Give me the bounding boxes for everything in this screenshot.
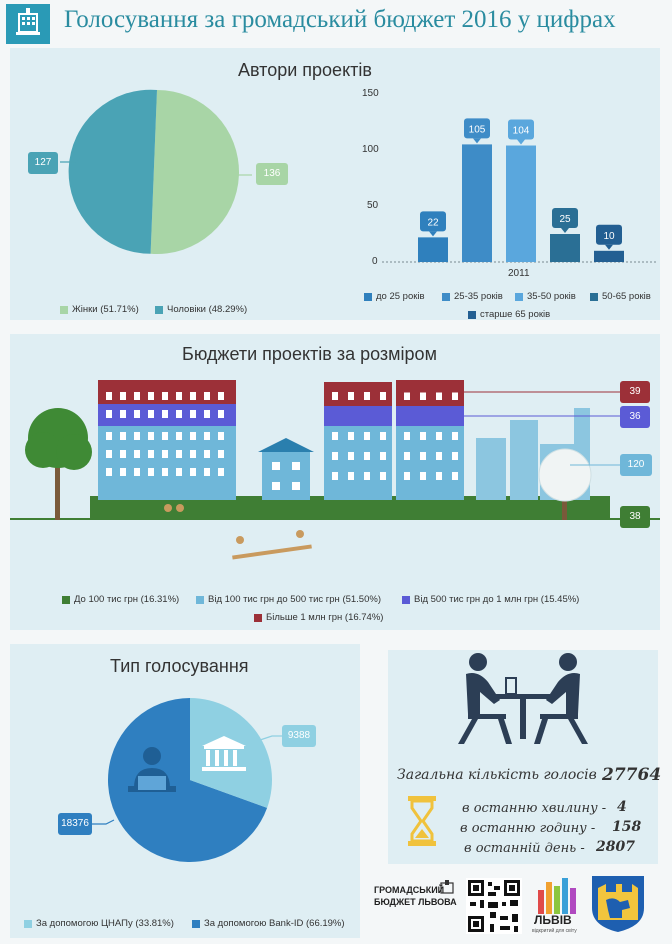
callout-line-cnap xyxy=(259,735,282,741)
bar-value-label-4: 25 xyxy=(559,214,571,225)
legend-women: Жінки (51.71%) xyxy=(60,304,139,315)
y-tick-150: 150 xyxy=(362,88,379,99)
lviv-tagline: відкритий для світу xyxy=(532,928,577,934)
last-minute-value: 4 xyxy=(617,799,627,815)
legend-bankid: За допомогою Bank-ID (66.19%) xyxy=(192,918,345,929)
women-value-callout: 136 xyxy=(256,163,288,185)
budget-value-39: 39 xyxy=(620,381,650,403)
header-logo-box xyxy=(6,4,50,44)
last-day-value: 2807 xyxy=(596,839,635,855)
authors-pie-chart xyxy=(60,89,252,254)
pie-slice-bankid xyxy=(107,698,268,862)
bar-label-bubble-2 xyxy=(464,118,490,139)
legend-age-25-35: 25-35 років xyxy=(442,291,503,302)
bar-label-bubble-5 xyxy=(596,224,622,245)
bar-label-pointer-5 xyxy=(605,244,613,250)
lviv-coat-of-arms-icon xyxy=(592,876,644,932)
legend-age-50-65: 50-65 років xyxy=(590,291,651,302)
bar-label-pointer-2 xyxy=(473,138,481,144)
y-tick-0: 0 xyxy=(372,256,378,267)
bar-3 xyxy=(506,145,536,262)
x-category-label: 2011 xyxy=(508,268,530,279)
tree-trunk xyxy=(55,460,60,520)
legend-age-35-50: 35-50 років xyxy=(515,291,576,302)
house-roof xyxy=(258,438,314,452)
callout-line-bankid xyxy=(92,819,115,825)
men-value-callout: 127 xyxy=(28,152,58,174)
legend-men: Чоловіки (48.29%) xyxy=(155,304,247,315)
bar-value-label-2: 105 xyxy=(469,124,486,135)
age-bar-chart: 22 105 104 25 10 xyxy=(382,118,657,263)
ballot-box-icon xyxy=(16,8,40,35)
bar-value-label-1: 22 xyxy=(427,217,439,228)
lviv-city-logo xyxy=(538,878,576,914)
total-votes-value: 27764 xyxy=(602,765,662,785)
blossom-tree-crown xyxy=(538,448,592,502)
hourglass-icon xyxy=(408,796,436,846)
bar-label-pointer-1 xyxy=(429,231,437,237)
person-laptop-icon xyxy=(128,747,176,792)
legend-age-under25: до 25 років xyxy=(364,291,425,302)
budget-value-36: 36 xyxy=(620,406,650,428)
bar-label-pointer-3 xyxy=(517,139,525,145)
logo-line-1: ГРОМАДСЬКИЙ xyxy=(374,885,445,895)
two-people-table-icon xyxy=(458,653,588,744)
legend-budget-under100k: До 100 тис грн (16.31%) xyxy=(62,594,179,605)
bar-label-bubble-4 xyxy=(552,208,578,228)
legend-budget-100-500k: Від 100 тис грн до 500 тис грн (51.50%) xyxy=(196,594,381,605)
voting-title: Тип голосування xyxy=(110,656,249,676)
house xyxy=(262,452,310,500)
budget-value-38: 38 xyxy=(620,506,650,528)
bar-5 xyxy=(594,250,624,262)
bankid-value-callout: 18376 xyxy=(58,813,92,835)
bank-building-icon xyxy=(202,736,246,771)
y-tick-100: 100 xyxy=(362,144,379,155)
y-tick-50: 50 xyxy=(367,200,379,211)
last-hour-label: в останню годину - xyxy=(460,821,596,836)
pie-slice-women xyxy=(150,90,239,254)
bar-value-label-3: 104 xyxy=(513,126,530,137)
totals-panel xyxy=(388,650,658,864)
legend-budget-500k-1m: Від 500 тис грн до 1 млн грн (15.45%) xyxy=(402,594,579,605)
bar-4 xyxy=(550,234,580,262)
qr-code-icon xyxy=(466,878,522,934)
ballot-icon-small xyxy=(440,880,454,894)
budgets-city-illustration xyxy=(10,380,660,565)
callout-line-men xyxy=(60,158,81,163)
voting-pie-chart xyxy=(92,698,282,862)
budgets-title: Бюджети проектів за розміром xyxy=(182,344,437,364)
bar-label-bubble-3 xyxy=(508,119,534,140)
last-hour-value: 158 xyxy=(612,819,642,835)
last-minute-label: в останню хвилину - xyxy=(462,801,607,816)
last-day-label: в останній день - xyxy=(464,841,585,856)
bar-label-pointer-4 xyxy=(561,228,569,233)
lviv-wordmark: ЛЬВІВ xyxy=(534,913,572,927)
legend-cnap: За допомогою ЦНАПу (33.81%) xyxy=(24,918,174,929)
authors-title: Автори проектів xyxy=(238,60,372,80)
cnap-value-callout: 9388 xyxy=(282,725,316,747)
pie-slice-cnap xyxy=(190,698,272,808)
budget-value-120: 120 xyxy=(620,454,652,476)
bar-value-label-5: 10 xyxy=(603,231,615,242)
page-title: Голосування за громадський бюджет 2016 у… xyxy=(64,6,616,33)
budget-logo-text: ГРОМАДСЬКИЙ БЮДЖЕТ ЛЬВОВА xyxy=(374,884,457,908)
legend-budget-over1m: Більше 1 млн грн (16.74%) xyxy=(254,612,383,623)
pie-slice-men xyxy=(68,89,157,254)
bar-2 xyxy=(462,144,492,262)
logo-line-2: БЮДЖЕТ ЛЬВОВА xyxy=(374,897,457,907)
bar-1 xyxy=(418,237,448,262)
bar-label-bubble-1 xyxy=(420,211,446,232)
legend-age-over65: старше 65 років xyxy=(468,309,550,320)
total-votes-label: Загальна кількість голосів xyxy=(397,767,597,783)
